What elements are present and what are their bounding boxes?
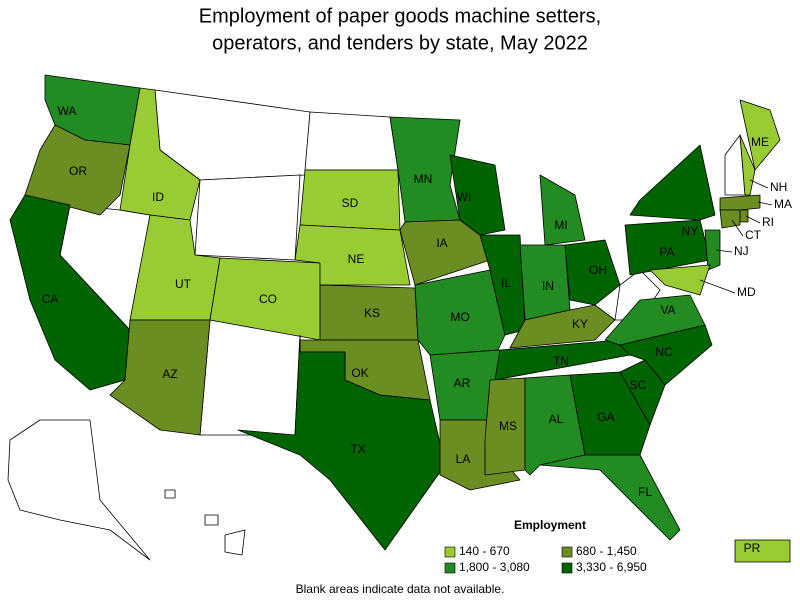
state-label: AZ [162, 367, 177, 381]
state-shape [539, 174, 586, 246]
legend-swatch [561, 546, 573, 558]
state-label: TX [350, 442, 365, 456]
state-label: OH [589, 263, 607, 277]
state-shape [389, 116, 461, 223]
footnote: Blank areas indicate data not available. [296, 582, 505, 596]
state-label: IL [501, 276, 511, 290]
state-label: ME [751, 135, 769, 149]
state-shape [509, 304, 616, 349]
state-label: TN [553, 354, 569, 368]
title-line: operators, and tenders by state, May 202… [212, 32, 588, 54]
leader-line [715, 249, 733, 253]
state-shape [484, 377, 526, 476]
state-label: MS [499, 419, 517, 433]
state-label: NJ [734, 244, 749, 258]
state-label: RI [762, 215, 774, 229]
legend-label: 680 - 1,450 [576, 544, 637, 558]
state-shape [224, 529, 246, 556]
state-label: UT [175, 277, 192, 291]
leader-line [757, 201, 773, 206]
legend: 140 - 670 680 - 1,450 1,800 - 3,080 3,330 -… [444, 544, 647, 574]
legend-label: 140 - 670 [459, 544, 510, 558]
state-shape [194, 174, 301, 261]
state-shape [569, 371, 651, 456]
state-shape [7, 419, 151, 561]
state-shape [237, 334, 446, 551]
state-label: LA [456, 452, 471, 466]
state-shape [739, 99, 781, 171]
state-shape [704, 229, 721, 271]
state-shape [719, 209, 741, 229]
state-shape [304, 111, 399, 171]
state-label: OK [351, 366, 368, 380]
title-line: Employment of paper goods machine setter… [199, 5, 601, 27]
state-shape [739, 134, 756, 196]
state-shape [479, 234, 526, 336]
state-label: FL [638, 485, 652, 499]
state-label: MI [554, 218, 567, 232]
legend-swatch [444, 562, 456, 574]
leader-line [745, 215, 761, 224]
leader-line [699, 279, 736, 294]
state-label: PR [744, 541, 761, 555]
state-label: SC [630, 378, 647, 392]
state-shape [449, 154, 506, 236]
state-label: IN [542, 279, 554, 293]
state-shape [9, 194, 131, 391]
state-label: NH [770, 180, 787, 194]
state-shape [649, 264, 711, 296]
state-label: PA [659, 245, 674, 259]
state-label: MN [414, 172, 433, 186]
legend-label: 1,800 - 3,080 [459, 560, 530, 574]
state-label: CA [42, 292, 59, 306]
state-label: KS [364, 306, 380, 320]
state-shape [734, 539, 791, 563]
state-label: NY [682, 224, 699, 238]
state-shape [719, 194, 761, 211]
state-label: MA [774, 197, 792, 211]
state-label: ID [152, 190, 164, 204]
state-label: AL [549, 412, 564, 426]
states: WA OR CA ID UT AZ CO SD NE KS OK TX MN IA MO AR LA WI IL MI… [9, 74, 792, 563]
leader-line [731, 219, 744, 237]
state-shape [199, 319, 301, 436]
state-label: KY [572, 317, 588, 331]
legend-label: 3,330 - 6,950 [576, 560, 647, 574]
state-label: IA [436, 236, 447, 250]
state-label: WI [457, 190, 472, 204]
legend-swatch [561, 562, 573, 574]
state-label: NE [348, 252, 365, 266]
state-shape [164, 489, 176, 499]
state-shape [604, 294, 706, 346]
state-label: SD [342, 196, 359, 210]
state-shape [564, 239, 621, 306]
leader-line [749, 179, 769, 189]
legend-swatch [444, 546, 456, 558]
legend-title: Employment [514, 518, 586, 532]
state-label: MD [737, 285, 756, 299]
state-shape [204, 514, 219, 526]
state-label: WA [58, 104, 77, 118]
state-label: OR [69, 164, 87, 178]
state-label: NC [655, 345, 673, 359]
state-label: MO [450, 310, 469, 324]
state-label: CT [745, 228, 762, 242]
state-label: AR [454, 376, 471, 390]
state-label: VA [660, 303, 675, 317]
state-label: CO [259, 292, 277, 306]
state-shape [629, 144, 716, 221]
state-shape [539, 454, 681, 541]
state-label: GA [597, 410, 614, 424]
state-shape [24, 124, 131, 216]
